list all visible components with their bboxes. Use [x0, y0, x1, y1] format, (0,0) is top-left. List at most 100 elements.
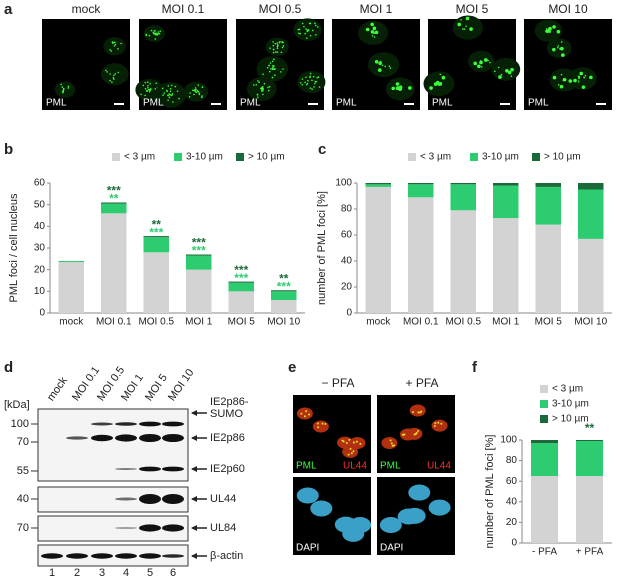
- legend-label: > 10 µm: [248, 152, 285, 163]
- foci: [298, 28, 301, 31]
- bar-segment: [228, 282, 254, 292]
- foci: [561, 53, 565, 57]
- nucleus: [381, 437, 398, 450]
- foci: [148, 34, 151, 37]
- foci: [272, 51, 275, 54]
- lane-label: MOI 5: [143, 372, 170, 403]
- bar-segment: [535, 224, 561, 313]
- foci: [434, 422, 437, 425]
- foci: [347, 453, 350, 456]
- foci: [316, 422, 319, 425]
- foci: [462, 28, 464, 30]
- blot-membrane: [37, 515, 189, 542]
- foci: [271, 68, 274, 70]
- foci: [435, 80, 440, 85]
- bar-segment: [578, 189, 604, 239]
- foci: [562, 79, 565, 82]
- lane-number: 2: [74, 567, 80, 579]
- foci: [253, 84, 255, 86]
- bar-segment: [143, 252, 169, 313]
- bar-segment: [101, 202, 127, 204]
- foci: [144, 81, 147, 84]
- foci: [304, 81, 306, 84]
- x-tick-label: mock: [59, 317, 84, 328]
- foci: [441, 75, 446, 80]
- legend-swatch: [470, 153, 478, 161]
- foci: [408, 86, 412, 90]
- bar-segment: [535, 186, 561, 225]
- image-title: MOI 5: [456, 2, 489, 16]
- nucleus: [296, 487, 319, 504]
- foci: [498, 75, 502, 79]
- foci: [314, 80, 317, 83]
- foci: [373, 36, 376, 38]
- foci: [174, 85, 177, 88]
- foci: [169, 90, 172, 93]
- foci: [309, 87, 312, 89]
- blot-band: [115, 527, 137, 529]
- foci: [105, 69, 107, 72]
- image-title: MOI 10: [548, 2, 588, 16]
- blot-band: [162, 524, 184, 532]
- panel-letter: e: [288, 359, 296, 376]
- x-tick-label: MOI 1: [185, 317, 213, 328]
- foci: [401, 433, 404, 436]
- bar-segment: [531, 440, 558, 444]
- foci: [61, 86, 64, 88]
- foci: [273, 65, 275, 67]
- nucleus: [54, 81, 76, 98]
- foci: [465, 16, 470, 21]
- foci: [276, 51, 279, 53]
- lane-number: 1: [49, 567, 55, 579]
- foci: [193, 93, 195, 96]
- lane-number: 4: [123, 567, 129, 579]
- foci: [276, 42, 279, 44]
- bar-segment: [58, 261, 84, 263]
- legend-swatch: [540, 385, 548, 393]
- stain-label: PML: [336, 98, 357, 109]
- blot-band: [115, 497, 137, 501]
- foci: [473, 61, 477, 66]
- foci: [153, 29, 156, 32]
- lane-label: MOI 10: [166, 367, 197, 403]
- foci: [106, 71, 109, 73]
- foci: [560, 73, 563, 76]
- y-tick-label: 20: [506, 517, 518, 528]
- foci: [477, 64, 481, 69]
- foci: [370, 30, 375, 34]
- foci: [311, 88, 313, 90]
- foci: [309, 76, 311, 79]
- foci: [109, 79, 111, 82]
- foci: [113, 78, 115, 80]
- foci: [374, 30, 379, 35]
- foci: [67, 85, 70, 88]
- foci: [267, 86, 269, 89]
- band-label: UL84: [210, 522, 236, 534]
- foci: [299, 81, 302, 84]
- legend-swatch: [236, 153, 244, 161]
- legend-swatch: [408, 153, 416, 161]
- foci: [309, 22, 312, 25]
- nucleus: [349, 437, 366, 450]
- stain-label: PML: [528, 98, 549, 109]
- nucleus: [409, 404, 426, 417]
- nucleus: [342, 445, 359, 458]
- y-axis-label: number of PML foci [%]: [316, 191, 328, 305]
- foci: [149, 82, 151, 85]
- foci: [282, 45, 285, 47]
- bar-segment: [143, 236, 169, 238]
- foci: [303, 25, 305, 28]
- blot-band: [115, 468, 137, 470]
- bar-segment: [365, 186, 391, 313]
- blot-band: [139, 421, 161, 427]
- foci: [374, 59, 379, 64]
- foci: [256, 94, 259, 96]
- foci: [307, 79, 309, 82]
- blot-band: [162, 466, 184, 472]
- foci: [112, 42, 114, 44]
- foci: [113, 45, 116, 47]
- foci: [171, 94, 173, 97]
- y-tick-label: 60: [506, 476, 518, 487]
- foci: [417, 411, 420, 414]
- y-tick-label: 20: [341, 282, 353, 293]
